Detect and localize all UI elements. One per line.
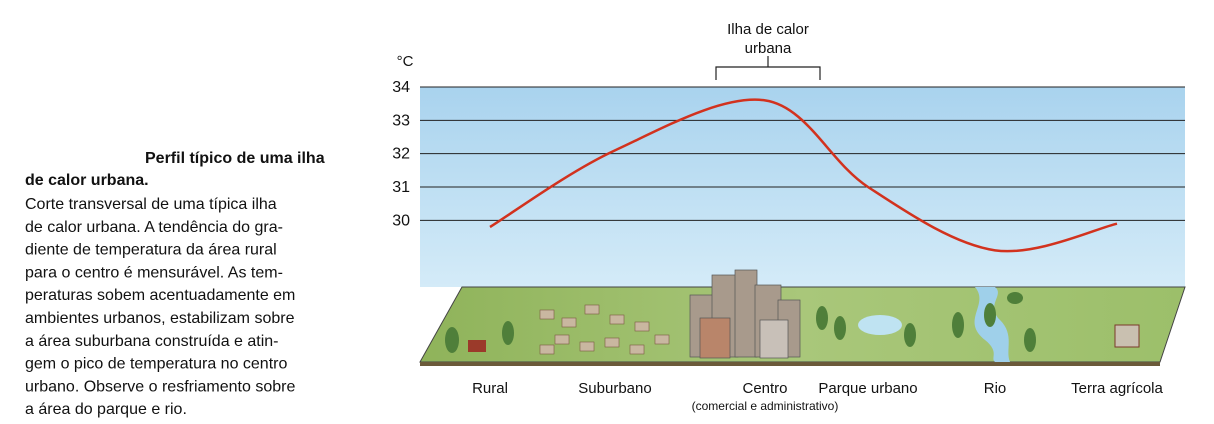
caption-line: Corte transversal de uma típica ilha — [25, 196, 277, 213]
y-tick-label: 30 — [392, 212, 410, 229]
caption-line: ambientes urbanos, estabilizam sobre — [25, 310, 295, 327]
x-tick-label: Centro — [742, 380, 787, 397]
caption-line: para o centro é mensurável. As tem- — [25, 264, 283, 281]
y-tick-label: 33 — [392, 112, 410, 129]
caption-line: a área suburbana construída e atin- — [25, 333, 279, 350]
annotation-bracket — [715, 56, 821, 80]
y-tick-label: 31 — [392, 179, 410, 196]
y-unit: °C — [397, 53, 414, 70]
caption-line: a área do parque e rio. — [25, 401, 187, 418]
caption-line: diente de temperatura da área rural — [25, 242, 277, 259]
illustration — [419, 269, 1186, 366]
x-tick-label: Rio — [984, 380, 1007, 397]
x-tick-label: Rural — [472, 380, 508, 397]
caption-title: de calor urbana. — [25, 172, 149, 189]
temperature-line — [489, 98, 1118, 253]
y-tick-label: 32 — [392, 146, 410, 163]
caption-line: peraturas sobem acentuadamente em — [25, 287, 295, 304]
annotation: Ilha de calor urbana — [727, 21, 809, 57]
y-tick-label: 34 — [392, 79, 410, 96]
x-tick-label: Suburbano — [578, 380, 651, 397]
caption-title: Perfil típico de uma ilha — [145, 150, 325, 167]
x-tick-label: Parque urbano — [818, 380, 917, 397]
caption-line: de calor urbana. A tendência do gra- — [25, 219, 283, 236]
caption-line: gem o pico de temperatura no centro — [25, 356, 287, 373]
caption-line: urbano. Observe o resfriamento sobre — [25, 378, 295, 395]
x-tick-label: Terra agrícola — [1071, 380, 1163, 397]
category-note: (comercial e administrativo) — [692, 399, 839, 413]
